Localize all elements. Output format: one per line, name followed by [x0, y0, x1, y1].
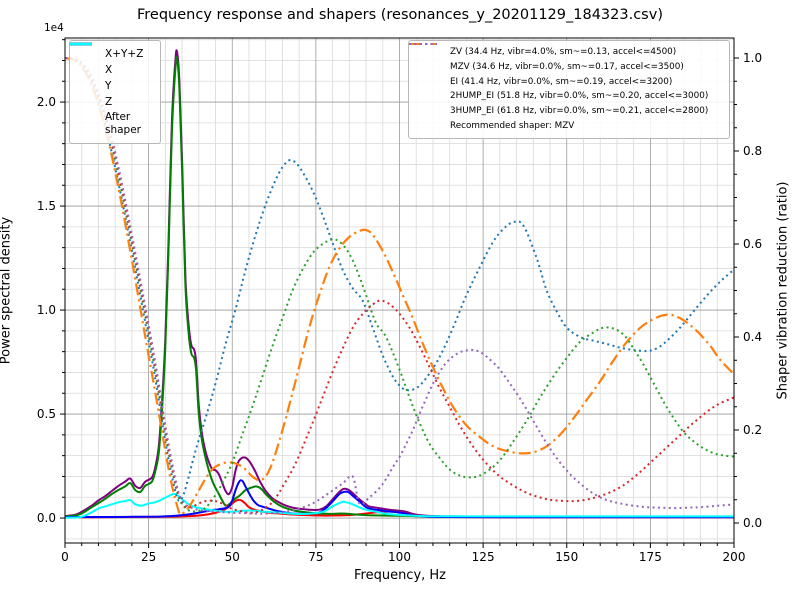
- y-left-tick-label: 0.5: [37, 407, 56, 421]
- tick-marks: [60, 39, 739, 548]
- y-left-tick-label: 2.0: [37, 95, 56, 109]
- legend-line-sample: [409, 43, 437, 45]
- curve-mzv: [65, 56, 734, 516]
- y-right-tick-label: 0.0: [743, 516, 762, 530]
- curve-zv: [65, 57, 734, 502]
- legend-item-label: Y: [105, 79, 112, 92]
- x-axis-label: Frequency, Hz: [353, 568, 447, 583]
- legend-item: ZV (34.4 Hz, vibr=4.0%, sm~=0.13, accel<…: [409, 43, 723, 60]
- legend-item-label: MZV (34.6 Hz, vibr=0.0%, sm~=0.17, accel…: [450, 61, 684, 72]
- y-right-tick-label: 0.2: [743, 423, 762, 437]
- x-tick-label: 50: [225, 550, 240, 564]
- legend-item: Z: [70, 42, 153, 110]
- legend-item-label: Z: [105, 95, 113, 108]
- curve-after-shaper: [65, 492, 734, 519]
- x-tick-label: 175: [639, 550, 662, 564]
- legend-item-label: After shaper: [105, 111, 142, 137]
- y-axis-offset-label: 1e4: [44, 22, 64, 34]
- curve-3hump-ei: [65, 57, 734, 515]
- x-tick-label: 75: [308, 550, 323, 564]
- y-left-tick-label: 0.0: [37, 511, 56, 525]
- y-right-tick-label: 0.4: [743, 330, 762, 344]
- legend-psd: X+Y+Z X Y Z After shaper: [69, 40, 161, 145]
- x-tick-label: 150: [555, 550, 578, 564]
- curve-y: [65, 55, 734, 518]
- legend-item-label: 3HUMP_EI (61.8 Hz, vibr=0.0%, sm~=0.21, …: [450, 106, 709, 117]
- recommended-shaper-note: Recommended shaper: MZV: [450, 121, 575, 132]
- y-left-tick-label: 1.5: [37, 199, 56, 213]
- legend-item: MZV (34.6 Hz, vibr=0.0%, sm~=0.17, accel…: [409, 43, 723, 75]
- y-right-tick-label: 0.6: [743, 237, 762, 251]
- y-left-tick-label: 1.0: [37, 303, 56, 317]
- legend-item: After shaper: [70, 42, 153, 137]
- legend-item: Y: [70, 42, 153, 94]
- legend-item-label: ZV (34.4 Hz, vibr=4.0%, sm~=0.13, accel<…: [450, 46, 677, 57]
- legend-item: X: [70, 42, 153, 78]
- legend-shapers: ZV (34.4 Hz, vibr=4.0%, sm~=0.13, accel<…: [408, 40, 730, 139]
- y-axis-label-left: Power spectral density: [0, 216, 14, 365]
- legend-item-label: EI (41.4 Hz, vibr=0.0%, sm~=0.19, accel<…: [450, 76, 673, 87]
- curves: [65, 49, 734, 519]
- legend-item: EI (41.4 Hz, vibr=0.0%, sm~=0.19, accel<…: [409, 43, 723, 90]
- legend-item-label: X: [105, 63, 113, 76]
- legend-item-label: 2HUMP_EI (51.8 Hz, vibr=0.0%, sm~=0.20, …: [450, 91, 709, 102]
- legend-item: X+Y+Z: [70, 42, 153, 62]
- tick-labels: 0 25 50 75 100 125 150 175 200 0.0 0.5 1.0 1.5 2.0 0.0…: [37, 51, 762, 564]
- legend-item: 3HUMP_EI (61.8 Hz, vibr=0.0%, sm~=0.21, …: [409, 43, 723, 119]
- y-axis-label-right: Shaper vibration reduction (ratio): [775, 181, 791, 400]
- chart-title: Frequency response and shapers (resonanc…: [137, 7, 663, 23]
- legend-line-sample: [70, 42, 92, 46]
- x-tick-label: 200: [723, 550, 746, 564]
- y-right-tick-label: 0.8: [743, 144, 762, 158]
- x-tick-label: 0: [61, 550, 69, 564]
- x-tick-label: 25: [141, 550, 156, 564]
- x-tick-label: 125: [472, 550, 495, 564]
- x-tick-label: 100: [388, 550, 411, 564]
- legend-item-label: X+Y+Z: [105, 47, 144, 60]
- curve-2hump-ei: [65, 56, 734, 514]
- legend-item: 2HUMP_EI (51.8 Hz, vibr=0.0%, sm~=0.20, …: [409, 43, 723, 104]
- y-right-tick-label: 1.0: [743, 51, 762, 65]
- curve-ei: [65, 56, 734, 513]
